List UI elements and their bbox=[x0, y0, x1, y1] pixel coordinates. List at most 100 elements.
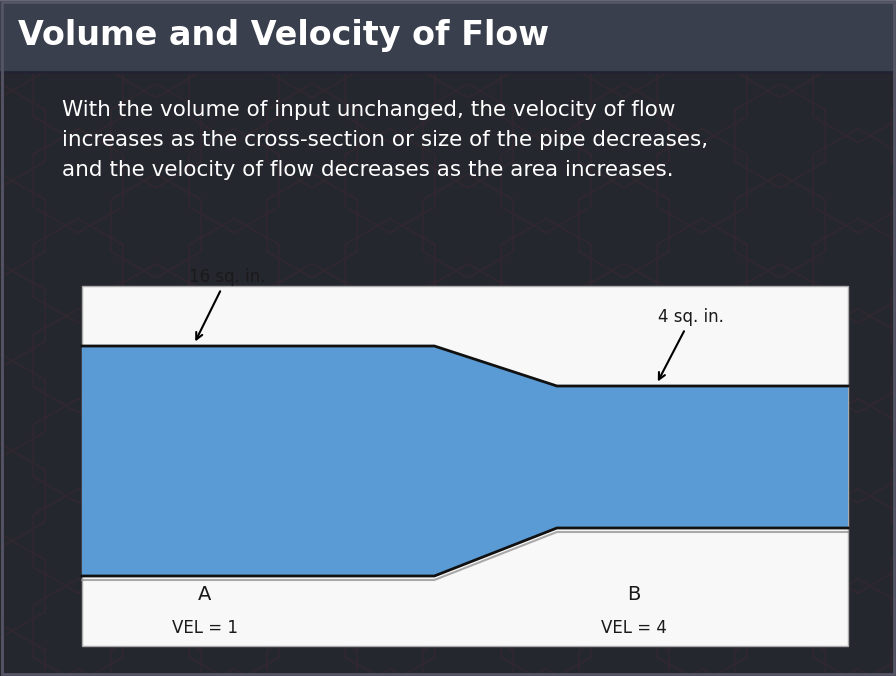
Polygon shape bbox=[501, 579, 591, 676]
Polygon shape bbox=[33, 489, 123, 593]
Polygon shape bbox=[423, 624, 513, 676]
Polygon shape bbox=[735, 0, 825, 7]
Polygon shape bbox=[735, 264, 825, 368]
Polygon shape bbox=[111, 264, 201, 368]
Polygon shape bbox=[891, 0, 896, 7]
Polygon shape bbox=[267, 354, 357, 458]
Text: B: B bbox=[627, 585, 641, 604]
Polygon shape bbox=[579, 444, 669, 548]
Polygon shape bbox=[813, 579, 896, 676]
Polygon shape bbox=[0, 174, 45, 278]
Polygon shape bbox=[0, 624, 45, 676]
Polygon shape bbox=[0, 354, 45, 458]
Polygon shape bbox=[423, 264, 513, 368]
Text: 4 sq. in.: 4 sq. in. bbox=[659, 308, 724, 379]
Polygon shape bbox=[189, 669, 279, 676]
Polygon shape bbox=[579, 534, 669, 638]
Polygon shape bbox=[345, 399, 435, 503]
Polygon shape bbox=[813, 309, 896, 413]
Polygon shape bbox=[189, 39, 279, 143]
Polygon shape bbox=[657, 39, 747, 143]
Polygon shape bbox=[267, 264, 357, 368]
Polygon shape bbox=[189, 579, 279, 676]
Polygon shape bbox=[579, 264, 669, 368]
Polygon shape bbox=[735, 174, 825, 278]
Polygon shape bbox=[891, 264, 896, 368]
Text: and the velocity of flow decreases as the area increases.: and the velocity of flow decreases as th… bbox=[62, 160, 674, 180]
Polygon shape bbox=[735, 444, 825, 548]
Polygon shape bbox=[657, 399, 747, 503]
Polygon shape bbox=[189, 399, 279, 503]
Polygon shape bbox=[33, 219, 123, 322]
Polygon shape bbox=[657, 489, 747, 593]
Polygon shape bbox=[813, 489, 896, 593]
Polygon shape bbox=[501, 219, 591, 322]
Polygon shape bbox=[657, 219, 747, 322]
Text: VEL = 4: VEL = 4 bbox=[600, 619, 667, 637]
Polygon shape bbox=[813, 0, 896, 53]
Polygon shape bbox=[501, 399, 591, 503]
Polygon shape bbox=[345, 128, 435, 233]
Polygon shape bbox=[111, 624, 201, 676]
FancyBboxPatch shape bbox=[82, 286, 848, 646]
Polygon shape bbox=[813, 669, 896, 676]
Polygon shape bbox=[33, 669, 123, 676]
Polygon shape bbox=[813, 219, 896, 322]
Polygon shape bbox=[0, 0, 45, 97]
Polygon shape bbox=[189, 489, 279, 593]
Polygon shape bbox=[735, 84, 825, 188]
Polygon shape bbox=[813, 399, 896, 503]
Polygon shape bbox=[267, 0, 357, 7]
Polygon shape bbox=[891, 84, 896, 188]
Polygon shape bbox=[657, 579, 747, 676]
Polygon shape bbox=[267, 624, 357, 676]
Polygon shape bbox=[345, 309, 435, 413]
Polygon shape bbox=[423, 444, 513, 548]
FancyBboxPatch shape bbox=[0, 0, 896, 72]
Polygon shape bbox=[111, 0, 201, 7]
Polygon shape bbox=[33, 39, 123, 143]
Polygon shape bbox=[267, 174, 357, 278]
Polygon shape bbox=[111, 0, 201, 97]
Polygon shape bbox=[111, 444, 201, 548]
Polygon shape bbox=[267, 84, 357, 188]
Text: VEL = 1: VEL = 1 bbox=[171, 619, 237, 637]
Polygon shape bbox=[267, 0, 357, 97]
Polygon shape bbox=[33, 579, 123, 676]
Polygon shape bbox=[33, 128, 123, 233]
Polygon shape bbox=[501, 489, 591, 593]
Polygon shape bbox=[189, 0, 279, 53]
FancyBboxPatch shape bbox=[0, 72, 896, 676]
Polygon shape bbox=[189, 128, 279, 233]
Polygon shape bbox=[501, 0, 591, 53]
Polygon shape bbox=[33, 309, 123, 413]
Polygon shape bbox=[423, 174, 513, 278]
Polygon shape bbox=[657, 669, 747, 676]
Polygon shape bbox=[501, 39, 591, 143]
Polygon shape bbox=[423, 84, 513, 188]
Polygon shape bbox=[0, 444, 45, 548]
Polygon shape bbox=[189, 309, 279, 413]
Polygon shape bbox=[345, 0, 435, 53]
Polygon shape bbox=[111, 354, 201, 458]
Polygon shape bbox=[501, 309, 591, 413]
Text: 16 sq. in.: 16 sq. in. bbox=[189, 268, 265, 339]
Polygon shape bbox=[579, 0, 669, 7]
Polygon shape bbox=[345, 489, 435, 593]
Polygon shape bbox=[657, 128, 747, 233]
Polygon shape bbox=[579, 0, 669, 97]
Polygon shape bbox=[423, 534, 513, 638]
Polygon shape bbox=[111, 174, 201, 278]
Polygon shape bbox=[33, 399, 123, 503]
Text: A: A bbox=[198, 585, 211, 604]
Polygon shape bbox=[0, 264, 45, 368]
Polygon shape bbox=[735, 354, 825, 458]
Polygon shape bbox=[813, 39, 896, 143]
Polygon shape bbox=[735, 624, 825, 676]
Polygon shape bbox=[423, 354, 513, 458]
Polygon shape bbox=[345, 669, 435, 676]
Polygon shape bbox=[891, 0, 896, 97]
Polygon shape bbox=[0, 534, 45, 638]
Polygon shape bbox=[267, 534, 357, 638]
Polygon shape bbox=[501, 128, 591, 233]
